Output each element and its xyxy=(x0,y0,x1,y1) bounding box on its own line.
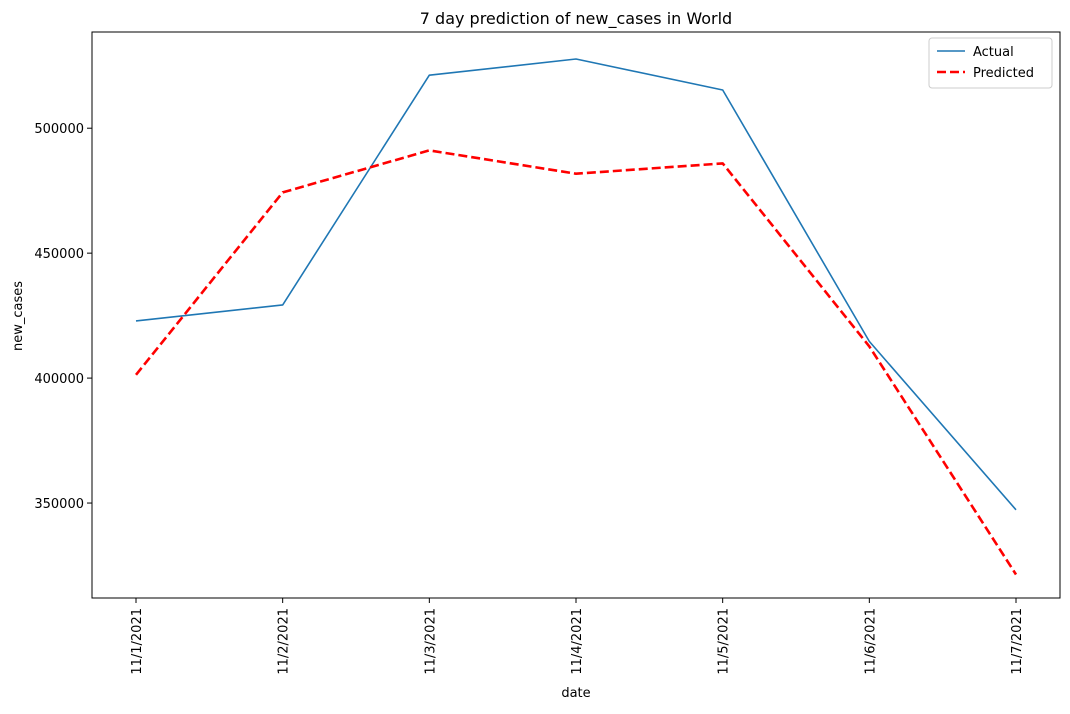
x-tick-label: 11/6/2021 xyxy=(863,608,878,675)
chart-title: 7 day prediction of new_cases in World xyxy=(420,9,732,29)
series-line-predicted xyxy=(134,149,1018,576)
y-tick-label: 350000 xyxy=(34,497,84,512)
x-axis-label: date xyxy=(561,686,590,701)
x-tick-label: 11/5/2021 xyxy=(717,608,732,675)
plot-area xyxy=(91,31,1061,599)
y-tick-label: 500000 xyxy=(34,122,84,137)
x-tick-label: 11/1/2021 xyxy=(130,608,145,675)
x-tick-label: 11/2/2021 xyxy=(277,608,292,675)
legend-label-predicted: Predicted xyxy=(973,66,1034,81)
y-axis: 350000 400000 450000 500000 xyxy=(34,122,92,512)
x-tick-label: 11/3/2021 xyxy=(423,608,438,675)
series-layer xyxy=(134,58,1018,576)
series-line-actual xyxy=(135,58,1017,511)
y-tick-label: 450000 xyxy=(34,247,84,262)
legend-label-actual: Actual xyxy=(973,45,1014,60)
x-tick-label: 11/4/2021 xyxy=(570,608,585,675)
y-tick-label: 400000 xyxy=(34,372,84,387)
x-axis: 11/1/2021 11/2/2021 11/3/2021 11/4/2021 11/5… xyxy=(130,598,1025,675)
legend: Actual Predicted xyxy=(928,37,1053,89)
x-tick-label: 11/7/2021 xyxy=(1010,608,1025,675)
y-axis-label: new_cases xyxy=(11,281,26,351)
